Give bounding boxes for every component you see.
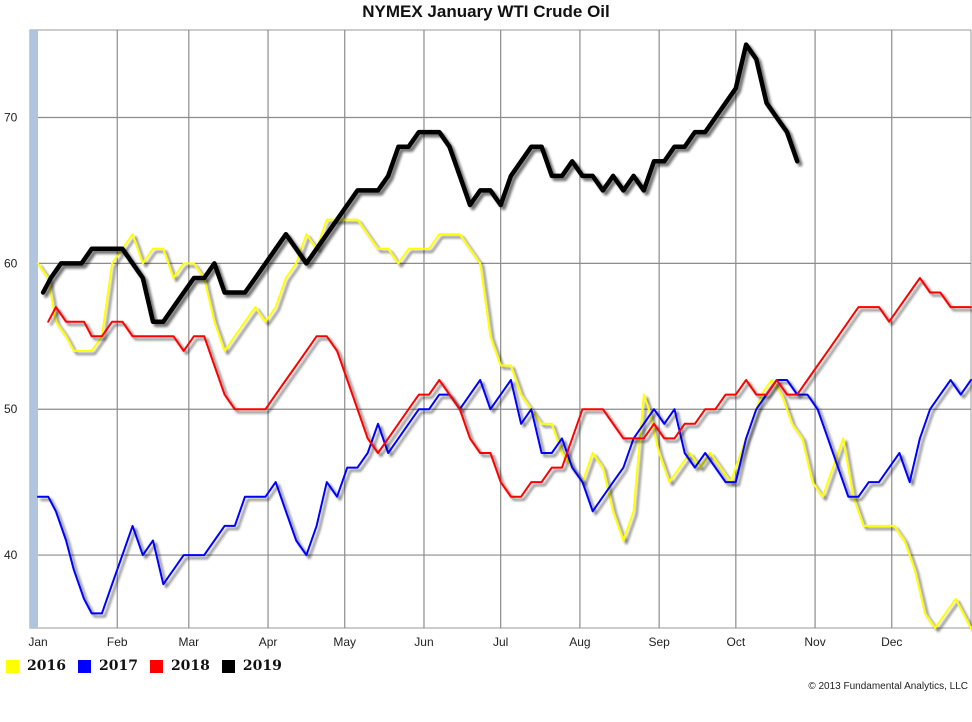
chart-title: NYMEX January WTI Crude Oil: [362, 2, 610, 21]
legend-item-2019[interactable]: 2019: [221, 658, 282, 674]
x-tick-label: Dec: [881, 635, 902, 649]
x-tick-label: Mar: [178, 635, 199, 649]
legend-label-2018: 2018: [170, 658, 210, 674]
y-tick-label: 70: [4, 111, 18, 125]
y-tick-label: 40: [4, 548, 18, 562]
x-tick-label: Jul: [493, 635, 508, 649]
x-tick-label: Apr: [259, 635, 278, 649]
x-tick-label: Aug: [569, 635, 590, 649]
legend-item-2016[interactable]: 2016: [6, 658, 66, 674]
x-tick-label: May: [333, 635, 356, 649]
series-line-2018[interactable]: [47, 277, 972, 498]
series-line-2019[interactable]: [40, 42, 800, 324]
legend-swatch-2018: [149, 659, 163, 673]
x-tick-label: Oct: [726, 635, 745, 649]
legend-label-2019: 2019: [242, 658, 282, 674]
legend-swatch-2017: [77, 659, 91, 673]
copyright-text: © 2013 Fundamental Analytics, LLC: [808, 681, 968, 692]
y-tick-label: 60: [4, 256, 18, 270]
legend-item-2018[interactable]: 2018: [149, 658, 210, 674]
legend-label-2017: 2017: [98, 658, 138, 674]
series-line-2017[interactable]: [37, 379, 972, 615]
x-tick-label: Feb: [107, 635, 128, 649]
legend-swatch-2019: [221, 659, 235, 673]
legend-swatch-2016: [6, 659, 19, 673]
x-tick-label: Sep: [648, 635, 670, 649]
x-tick-label: Jan: [28, 635, 47, 649]
y-tick-label: 50: [4, 402, 18, 416]
legend-item-2017[interactable]: 2017: [77, 658, 138, 674]
x-tick-label: Nov: [804, 635, 825, 649]
legend: 2016 2017 2018 2019: [6, 656, 294, 676]
legend-label-2016: 2016: [27, 658, 66, 674]
series-line-2016[interactable]: [37, 218, 972, 629]
y-axis-bar: [30, 30, 38, 628]
x-tick-label: Jun: [414, 635, 433, 649]
